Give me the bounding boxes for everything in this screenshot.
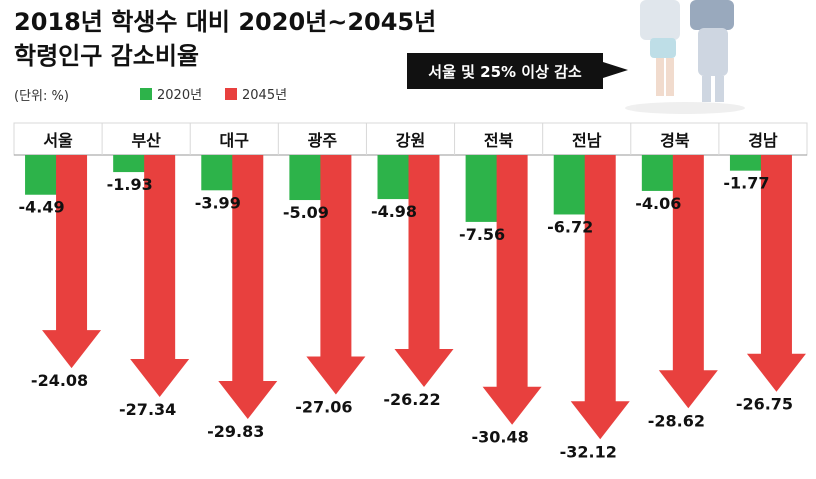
value-label-2020-6: -7.56 bbox=[459, 225, 505, 244]
category-label-2: 부산 bbox=[131, 131, 161, 150]
arrow-2045-4 bbox=[306, 155, 366, 395]
category-label-7: 전남 bbox=[572, 131, 602, 150]
bar-2020-5 bbox=[377, 155, 411, 200]
bar-2020-1 bbox=[25, 155, 59, 195]
legend: 2020년 2045년 bbox=[140, 88, 287, 103]
arrow-2045-6 bbox=[482, 155, 542, 425]
bar-2020-7 bbox=[553, 155, 587, 215]
bar-2020-8 bbox=[641, 155, 675, 191]
value-label-2045-7: -32.12 bbox=[560, 442, 617, 461]
value-label-2045-3: -29.83 bbox=[207, 422, 264, 441]
chart-title-line1: 2018년 학생수 대비 2020년~2045년 bbox=[14, 8, 436, 36]
category-label-9: 경남 bbox=[748, 131, 778, 150]
arrow-2045-9 bbox=[746, 155, 806, 392]
value-label-2020-9: -1.77 bbox=[723, 174, 769, 193]
arrow-2045-1 bbox=[42, 155, 102, 369]
unit-label: (단위: %) bbox=[14, 89, 69, 104]
legend-label-2045: 2045년 bbox=[242, 88, 287, 103]
category-label-5: 강원 bbox=[396, 131, 425, 150]
legend-swatch-2045 bbox=[225, 88, 237, 100]
bar-2020-4 bbox=[289, 155, 323, 201]
category-label-8: 경북 bbox=[660, 131, 690, 150]
value-label-2045-9: -26.75 bbox=[736, 395, 793, 414]
value-labels: -4.49 -24.08 -1.93 -27.34 -3.99 -29.83 -5.09 -2… bbox=[18, 174, 793, 462]
value-label-2020-8: -4.06 bbox=[635, 194, 681, 213]
value-label-2045-5: -26.22 bbox=[383, 390, 440, 409]
bars bbox=[25, 155, 806, 440]
value-label-2020-7: -6.72 bbox=[547, 217, 593, 236]
category-labels: 서울 부산 대구 광주 강원 전북 전남 경북 경남 bbox=[43, 131, 778, 150]
callout-box bbox=[407, 53, 603, 89]
callout-text: 서울 및 25% 이상 감소 bbox=[428, 63, 582, 81]
bar-2020-6 bbox=[465, 155, 499, 222]
category-label-4: 광주 bbox=[308, 131, 338, 150]
value-label-2020-5: -4.98 bbox=[371, 202, 417, 221]
bar-2020-3 bbox=[201, 155, 235, 191]
bar-2020-2 bbox=[113, 155, 147, 173]
value-label-2045-4: -27.06 bbox=[295, 397, 352, 416]
arrow-2045-2 bbox=[130, 155, 190, 397]
category-dividers bbox=[101, 123, 720, 155]
legend-label-2020: 2020년 bbox=[157, 88, 202, 103]
category-label-6: 전북 bbox=[484, 131, 514, 150]
category-label-3: 대구 bbox=[220, 131, 250, 150]
legend-swatch-2020 bbox=[140, 88, 152, 100]
value-label-2045-8: -28.62 bbox=[648, 411, 705, 430]
callout-pointer bbox=[603, 62, 628, 78]
value-label-2045-2: -27.34 bbox=[119, 400, 176, 419]
arrow-2045-7 bbox=[570, 155, 630, 440]
walking-people-illustration bbox=[625, 0, 745, 114]
arrow-2045-3 bbox=[218, 155, 278, 419]
value-label-2020-4: -5.09 bbox=[283, 203, 329, 222]
arrow-2045-8 bbox=[658, 155, 718, 409]
value-label-2020-3: -3.99 bbox=[195, 193, 241, 212]
value-label-2020-2: -1.93 bbox=[107, 175, 153, 194]
value-label-2045-6: -30.48 bbox=[471, 428, 528, 447]
category-band bbox=[13, 122, 808, 156]
category-label-1: 서울 bbox=[43, 131, 73, 150]
value-label-2045-1: -24.08 bbox=[31, 371, 88, 390]
chart-title-line2: 학령인구 감소비율 bbox=[14, 42, 199, 70]
bar-2020-9 bbox=[729, 155, 763, 171]
value-label-2020-1: -4.49 bbox=[18, 198, 64, 217]
arrow-2045-5 bbox=[394, 155, 454, 388]
callout: 서울 및 25% 이상 감소 bbox=[407, 53, 628, 89]
